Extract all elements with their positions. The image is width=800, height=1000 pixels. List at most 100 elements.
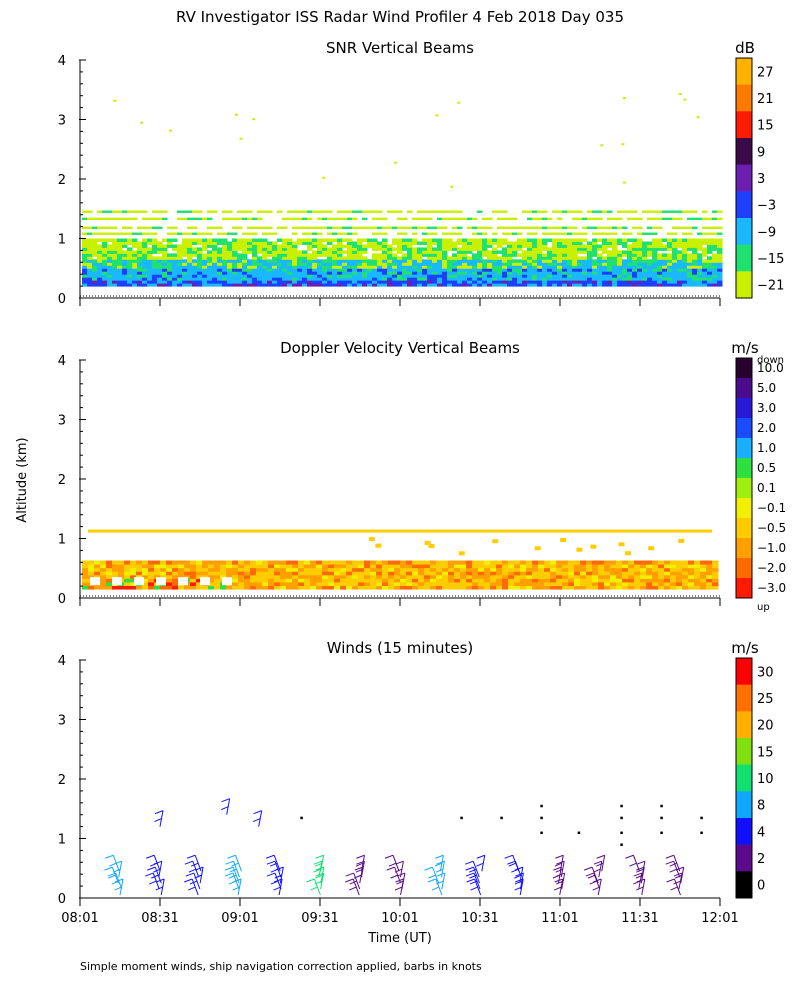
doppler-cell [106, 571, 113, 576]
doppler-cell [124, 581, 131, 587]
snr-cell [477, 256, 483, 260]
snr-cell [172, 226, 178, 229]
snr-cell [652, 271, 658, 275]
wind-barb-flag [633, 880, 641, 885]
snr-cell [367, 210, 373, 213]
snr-cell [327, 250, 333, 254]
doppler-cell [532, 581, 539, 587]
snr-cell [267, 265, 273, 269]
snr-cell [627, 277, 633, 281]
snr-cell [152, 210, 158, 213]
snr-cell [317, 259, 323, 263]
snr-cell [467, 277, 473, 281]
snr-cell [637, 283, 643, 287]
snr-cell [637, 280, 643, 284]
doppler-cell [628, 564, 635, 569]
doppler-cell [616, 581, 623, 587]
doppler-cell [142, 564, 149, 569]
snr-cell [152, 259, 158, 263]
doppler-cell [616, 574, 623, 579]
doppler-cell [274, 567, 281, 572]
snr-cell [217, 256, 223, 260]
snr-cell [542, 277, 548, 281]
colorbar-label: 15 [757, 119, 774, 134]
doppler-cell [298, 574, 305, 579]
snr-cell [472, 265, 478, 269]
doppler-cell [646, 581, 653, 587]
doppler-cell [412, 574, 419, 579]
snr-cell [152, 226, 158, 229]
snr-cell [577, 280, 583, 284]
snr-cell [577, 241, 583, 245]
snr-cell [122, 217, 128, 221]
snr-cell [247, 274, 253, 278]
snr-cell [647, 241, 653, 245]
snr-cell [87, 280, 93, 284]
doppler-cell [256, 585, 263, 590]
snr-cell [477, 244, 483, 248]
snr-cell [172, 274, 178, 278]
snr-cell [277, 244, 283, 248]
snr-cell [487, 271, 493, 275]
snr-cell [402, 271, 408, 275]
snr-cell [362, 262, 368, 266]
snr-cell [702, 247, 708, 251]
snr-cell [252, 250, 258, 254]
snr-cell [147, 217, 153, 221]
wind-barb-flag [593, 860, 602, 865]
snr-cell [412, 253, 418, 257]
doppler-cell [640, 560, 647, 565]
wind-barb-flag [345, 872, 354, 877]
wind-barb-flag [673, 872, 683, 877]
doppler-cell [94, 564, 101, 569]
snr-cell [237, 226, 243, 229]
wind-barb-flag [427, 878, 437, 883]
snr-cell [417, 268, 423, 272]
snr-cell [612, 262, 618, 266]
doppler-cell [436, 564, 443, 569]
snr-cell [642, 271, 648, 275]
doppler-cell [304, 567, 311, 572]
snr-cell [207, 259, 213, 263]
snr-cell [277, 265, 283, 269]
snr-cell [147, 253, 153, 257]
snr-cell [282, 262, 288, 266]
doppler-cell [130, 567, 137, 572]
snr-cell [227, 250, 233, 254]
snr-cell [427, 283, 433, 287]
snr-cell [637, 277, 643, 281]
snr-cell [447, 283, 453, 287]
snr-cell [497, 274, 503, 278]
snr-cell [152, 256, 158, 260]
snr-cell [197, 265, 203, 269]
snr-cell [517, 244, 523, 248]
snr-cell [712, 262, 718, 266]
wind-barb-flag [149, 862, 158, 867]
doppler-cell [592, 581, 599, 587]
snr-cell [452, 244, 458, 248]
doppler-cell [436, 560, 443, 565]
wind-barb-upper-flag [253, 810, 262, 815]
snr-cell [467, 259, 473, 263]
snr-cell [627, 268, 633, 272]
snr-cell [572, 232, 578, 235]
doppler-cell [586, 564, 593, 569]
doppler-cell [148, 564, 155, 569]
doppler-cell [526, 574, 533, 579]
snr-cell [362, 238, 368, 242]
doppler-cell [490, 585, 497, 590]
doppler-cell [526, 585, 533, 590]
snr-cell [197, 247, 203, 251]
snr-cell [487, 283, 493, 287]
snr-cell [392, 238, 398, 242]
snr-cell [567, 277, 573, 281]
snr-cell [277, 262, 283, 266]
doppler-cell [388, 581, 395, 587]
snr-cell [452, 274, 458, 278]
doppler-cell [82, 585, 89, 590]
snr-cell [422, 262, 428, 266]
snr-cell [587, 256, 593, 260]
snr-cell [667, 268, 673, 272]
snr-cell [112, 277, 118, 281]
snr-cell [232, 259, 238, 263]
